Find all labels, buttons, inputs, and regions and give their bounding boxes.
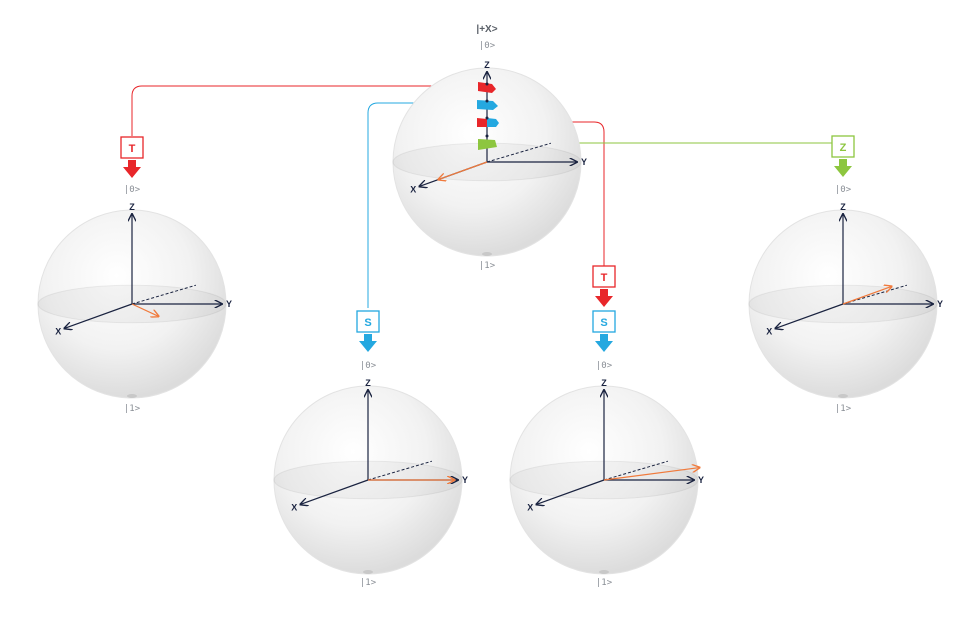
sphere-after-s: Z Y X |0> |1> <box>273 361 468 588</box>
reference-dashed-line <box>603 460 669 481</box>
south-pole-marker <box>127 394 137 398</box>
south-pole-marker <box>838 394 848 398</box>
t-gate-bottom-right: T <box>592 265 616 307</box>
ket-one-label: |1> <box>835 404 852 414</box>
x-axis-label: X <box>291 502 297 512</box>
s-gate-bottom-right: S <box>592 310 616 352</box>
ket-zero-label: |0> <box>124 185 141 195</box>
connector-s-line <box>367 102 478 308</box>
ket-one-label: |1> <box>479 261 496 271</box>
state-vector <box>131 303 159 316</box>
t-rotation-icon <box>478 82 496 93</box>
x-axis <box>775 303 844 328</box>
state-vector <box>438 161 488 180</box>
sphere-center: Z Y X |0> |1> <box>392 41 587 271</box>
svg-text:T: T <box>129 143 136 155</box>
sphere-after-t-s: Z Y X |0> |1> <box>509 361 704 588</box>
state-vector <box>603 468 700 481</box>
down-arrow-icon <box>123 160 141 178</box>
z-axis-label: Z <box>129 202 135 212</box>
x-axis <box>536 479 605 504</box>
svg-text:S: S <box>600 317 607 329</box>
down-arrow-icon <box>834 159 852 177</box>
ket-zero-label: |0> <box>596 361 613 371</box>
diagram-title: |+X> <box>476 24 497 35</box>
z-axis-label: Z <box>365 378 371 388</box>
sphere-after-z: Z Y X |0> |1> <box>748 185 943 414</box>
state-vector <box>842 286 892 305</box>
z-gate-right: Z <box>831 135 855 177</box>
z-axis-label: Z <box>601 378 607 388</box>
reference-dashed-line <box>486 142 552 163</box>
svg-text:S: S <box>364 317 371 329</box>
down-arrow-icon <box>595 334 613 352</box>
south-pole-marker <box>482 252 492 256</box>
z-rotation-icon <box>478 139 497 150</box>
down-arrow-icon <box>359 334 377 352</box>
s-gate-bottom-left: S <box>356 310 380 352</box>
x-axis <box>300 479 369 504</box>
y-axis-label: Y <box>698 475 704 485</box>
z-axis-label: Z <box>484 60 490 70</box>
z-axis-label: Z <box>840 202 846 212</box>
svg-text:T: T <box>601 272 608 284</box>
t-rotation-icon-2 <box>477 118 487 127</box>
x-axis-label: X <box>55 326 61 336</box>
down-arrow-icon <box>595 289 613 307</box>
south-pole-marker <box>363 570 373 574</box>
ket-one-label: |1> <box>360 578 377 588</box>
connector-ts-line <box>492 121 605 266</box>
svg-text:Z: Z <box>840 142 847 154</box>
connector-t-line <box>131 85 472 136</box>
y-axis-label: Y <box>581 157 587 167</box>
south-pole-marker <box>599 570 609 574</box>
s-rotation-icon-2 <box>487 118 499 127</box>
s-rotation-icon <box>477 100 498 110</box>
x-axis <box>64 303 133 328</box>
y-axis-label: Y <box>226 299 232 309</box>
reference-dashed-line <box>367 460 433 481</box>
y-axis-label: Y <box>462 475 468 485</box>
ket-zero-label: |0> <box>360 361 377 371</box>
reference-dashed-line <box>131 284 197 305</box>
x-axis-label: X <box>527 502 533 512</box>
ket-zero-label: |0> <box>835 185 852 195</box>
t-gate-left: T <box>120 136 144 178</box>
ket-one-label: |1> <box>596 578 613 588</box>
sphere-after-t: Z Y X |0> |1> <box>37 185 232 414</box>
ket-zero-label: |0> <box>479 41 496 51</box>
x-axis-label: X <box>766 326 772 336</box>
x-axis-label: X <box>410 184 416 194</box>
gate-sequence <box>477 74 499 150</box>
reference-dashed-line <box>842 284 908 305</box>
ket-one-label: |1> <box>124 404 141 414</box>
y-axis-label: Y <box>937 299 943 309</box>
